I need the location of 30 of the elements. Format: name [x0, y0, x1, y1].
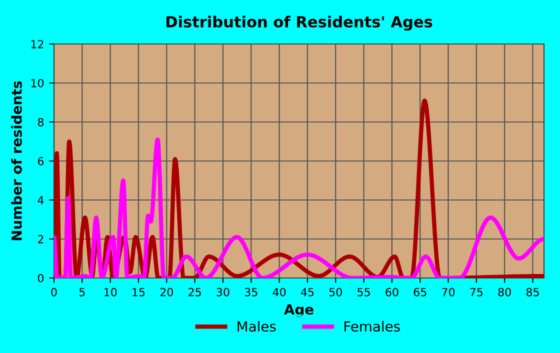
y-tick-label: 2: [38, 234, 44, 244]
x-tick-label: 20: [160, 288, 173, 296]
x-tick-label: 85: [526, 288, 539, 296]
x-tick-label: 0: [51, 288, 57, 296]
x-tick-label: 5: [79, 288, 85, 296]
y-tick-label: 4: [38, 196, 44, 204]
x-tick-label: 25: [188, 288, 201, 296]
y-tick-label: 0: [38, 274, 44, 282]
x-tick-label: 70: [442, 288, 455, 296]
y-axis-title: Number of residents: [11, 81, 22, 240]
x-tick-label: 35: [244, 288, 258, 296]
y-tick-label: 6: [38, 156, 44, 166]
x-tick-label: 15: [132, 288, 145, 296]
legend-label: Females: [344, 320, 400, 332]
legend-label: Males: [238, 320, 276, 332]
x-tick-label: 40: [272, 288, 286, 296]
x-tick-label: 55: [358, 288, 370, 296]
x-tick-label: 50: [329, 288, 342, 296]
x-axis-title: Age: [284, 304, 314, 318]
x-tick-label: 45: [300, 288, 314, 296]
x-tick-label: 30: [216, 288, 230, 296]
x-tick-label: 65: [414, 288, 426, 296]
y-tick-label: 8: [38, 118, 44, 126]
x-tick-label: 10: [104, 288, 117, 296]
y-tick-label: 12: [31, 40, 44, 48]
chart-title: Distribution of Residents' Ages: [166, 16, 432, 31]
x-tick-label: 80: [498, 288, 511, 296]
x-tick-label: 75: [470, 288, 483, 296]
x-tick-label: 60: [386, 288, 398, 296]
y-tick-label: 10: [31, 78, 44, 88]
